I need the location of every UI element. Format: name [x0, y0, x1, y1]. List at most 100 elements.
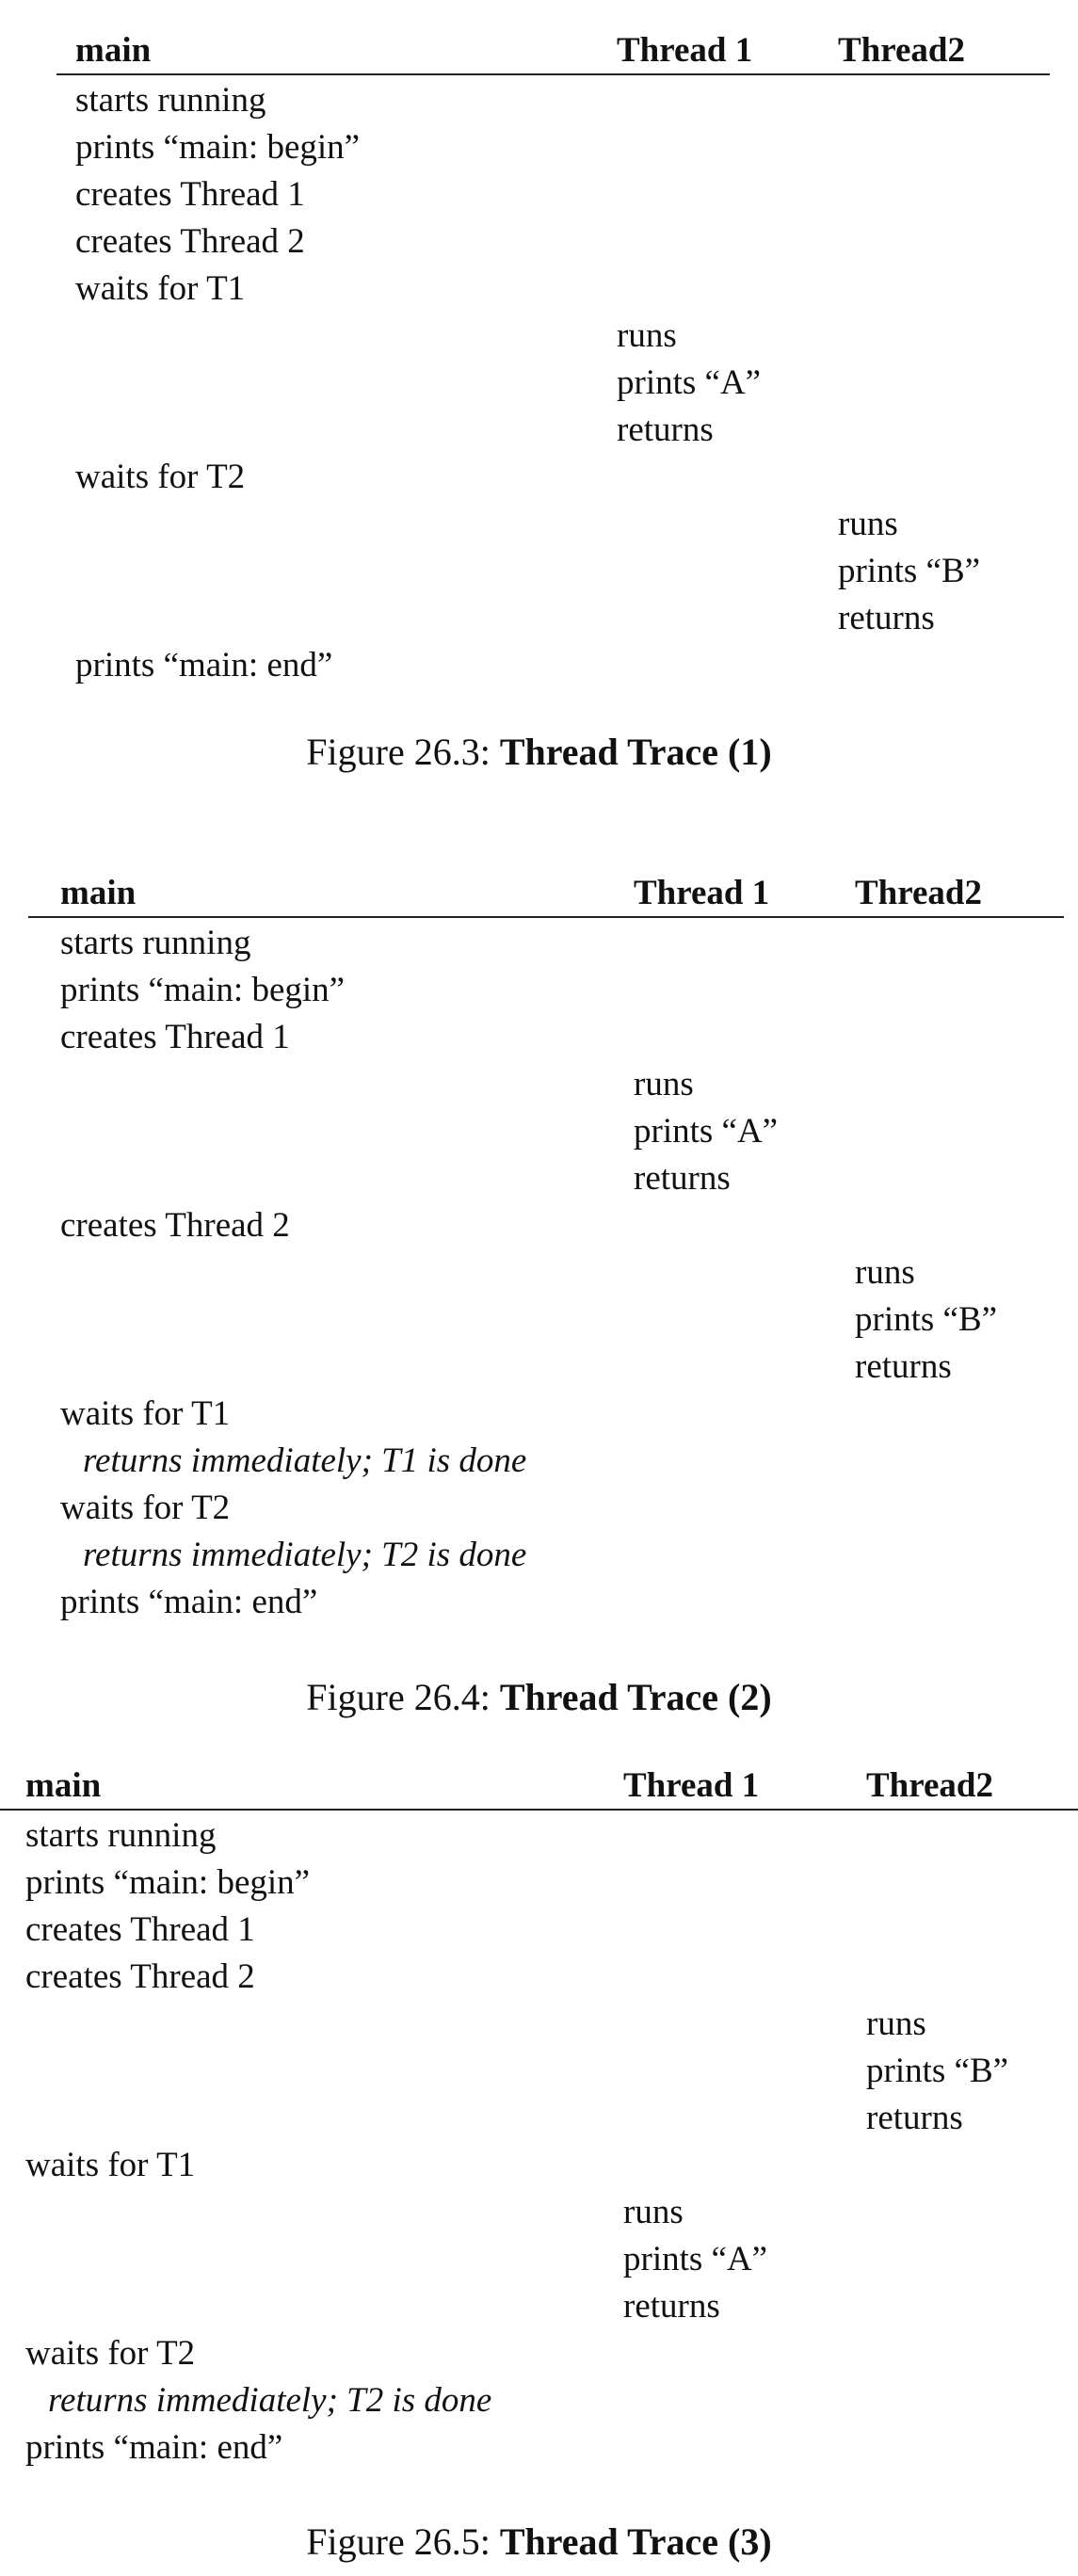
trace-event: runs [855, 1253, 915, 1292]
trace-event: waits for T1 [60, 1394, 231, 1433]
trace-row: prints “main: end” [28, 1579, 1064, 1626]
trace-event: prints “A” [617, 363, 762, 402]
trace-row: creates Thread 1 [0, 1907, 1078, 1954]
trace-row: prints “B” [0, 2048, 1078, 2095]
trace-row: creates Thread 1 [28, 1014, 1064, 1061]
trace-event: prints “A” [634, 1112, 779, 1151]
trace-row: prints “main: end” [0, 2424, 1078, 2471]
caption-title: Thread Trace (3) [499, 2520, 772, 2563]
column-header-thread2: Thread2 [855, 874, 983, 912]
figure-thread-trace-1: main Thread 1 Thread2 starts running prin… [0, 28, 1078, 800]
trace-note: returns immediately; T2 is done [83, 1536, 527, 1574]
trace-event: runs [866, 2004, 926, 2043]
caption-title: Thread Trace (1) [499, 731, 772, 773]
trace-event: runs [634, 1065, 694, 1103]
trace-row: prints “main: end” [56, 642, 1050, 689]
trace-event: returns [855, 1347, 952, 1386]
column-header-thread2: Thread2 [866, 1766, 994, 1805]
trace-row: prints “B” [28, 1296, 1064, 1344]
trace-event: prints “A” [623, 2240, 768, 2278]
trace-row: returns [0, 2095, 1078, 2142]
trace-event: runs [623, 2193, 684, 2231]
figure-caption: Figure 26.3: Thread Trace (1) [0, 730, 1078, 775]
trace-row: returns immediately; T1 is done [28, 1438, 1064, 1485]
trace-event: returns [634, 1159, 731, 1198]
trace-row: creates Thread 2 [28, 1202, 1064, 1249]
table-header: main Thread 1 Thread2 [0, 1763, 1078, 1811]
figure-thread-trace-2: main Thread 1 Thread2 starts running prin… [0, 871, 1078, 1718]
trace-event: creates Thread 2 [25, 1957, 255, 1996]
trace-row: waits for T1 [0, 2142, 1078, 2189]
trace-row: runs [56, 313, 1050, 360]
caption-prefix: Figure 26.4: [306, 1676, 500, 1718]
trace-row: runs [0, 2189, 1078, 2236]
figure-caption: Figure 26.4: Thread Trace (2) [0, 1675, 1078, 1720]
trace-event: prints “main: begin” [60, 971, 346, 1009]
trace-row: returns [56, 407, 1050, 454]
caption-prefix: Figure 26.5: [306, 2520, 500, 2563]
trace-row: waits for T2 [28, 1485, 1064, 1532]
trace-row: runs [28, 1061, 1064, 1108]
trace-event: prints “main: begin” [75, 128, 361, 167]
trace-row: starts running [56, 77, 1050, 124]
trace-row: starts running [0, 1812, 1078, 1860]
trace-row: waits for T2 [56, 454, 1050, 501]
trace-row: returns [28, 1344, 1064, 1391]
figure-caption: Figure 26.5: Thread Trace (3) [0, 2520, 1078, 2565]
trace-row: runs [28, 1249, 1064, 1296]
caption-title: Thread Trace (2) [499, 1676, 772, 1718]
trace-event: prints “main: end” [25, 2428, 283, 2467]
trace-event: runs [838, 505, 898, 543]
trace-event: returns [623, 2287, 720, 2326]
trace-event: starts running [75, 81, 266, 120]
trace-event: returns [617, 411, 714, 449]
trace-event: waits for T1 [25, 2146, 196, 2184]
trace-event: prints “main: end” [60, 1583, 318, 1621]
figure-thread-trace-3: main Thread 1 Thread2 starts running prin… [0, 1763, 1078, 2573]
column-header-main: main [60, 874, 137, 912]
trace-row: creates Thread 2 [56, 218, 1050, 266]
trace-row: prints “B” [56, 548, 1050, 595]
trace-event: waits for T2 [25, 2334, 196, 2373]
trace-row: creates Thread 2 [0, 1954, 1078, 2001]
trace-event: waits for T2 [75, 458, 246, 496]
trace-event: prints “B” [866, 2052, 1009, 2090]
trace-row: returns immediately; T2 is done [28, 1532, 1064, 1579]
trace-row: returns [56, 595, 1050, 642]
trace-row: prints “A” [0, 2236, 1078, 2283]
trace-row: returns [28, 1155, 1064, 1202]
trace-row: starts running [28, 920, 1064, 967]
trace-row: returns [0, 2283, 1078, 2330]
trace-event: prints “main: begin” [25, 1863, 311, 1902]
table-header: main Thread 1 Thread2 [28, 871, 1064, 918]
trace-row: prints “A” [56, 360, 1050, 407]
column-header-thread1: Thread 1 [634, 874, 770, 912]
table-header: main Thread 1 Thread2 [56, 28, 1050, 75]
trace-event: waits for T1 [75, 269, 246, 308]
trace-row: runs [0, 2001, 1078, 2048]
trace-table: main Thread 1 Thread2 starts running prin… [28, 871, 1064, 1643]
trace-event: creates Thread 1 [60, 1018, 290, 1056]
trace-event: starts running [25, 1816, 217, 1855]
trace-event: prints “B” [838, 552, 981, 590]
column-header-thread1: Thread 1 [617, 31, 753, 70]
trace-event: runs [617, 316, 677, 355]
column-header-thread1: Thread 1 [623, 1766, 760, 1805]
trace-event: creates Thread 1 [25, 1910, 255, 1949]
trace-row: prints “A” [28, 1108, 1064, 1155]
column-header-main: main [25, 1766, 102, 1805]
trace-event: creates Thread 2 [60, 1206, 290, 1245]
trace-event: prints “B” [855, 1300, 998, 1339]
trace-row: waits for T1 [56, 266, 1050, 313]
column-header-main: main [75, 31, 152, 70]
trace-note: returns immediately; T2 is done [48, 2381, 492, 2420]
trace-row: prints “main: begin” [28, 967, 1064, 1014]
column-header-thread2: Thread2 [838, 31, 966, 70]
trace-row: prints “main: begin” [56, 124, 1050, 171]
trace-row: creates Thread 1 [56, 171, 1050, 218]
trace-event: creates Thread 1 [75, 175, 305, 214]
trace-event: prints “main: end” [75, 646, 333, 684]
trace-event: starts running [60, 924, 251, 962]
trace-table: main Thread 1 Thread2 starts running prin… [0, 1763, 1078, 2498]
trace-event: waits for T2 [60, 1489, 231, 1527]
